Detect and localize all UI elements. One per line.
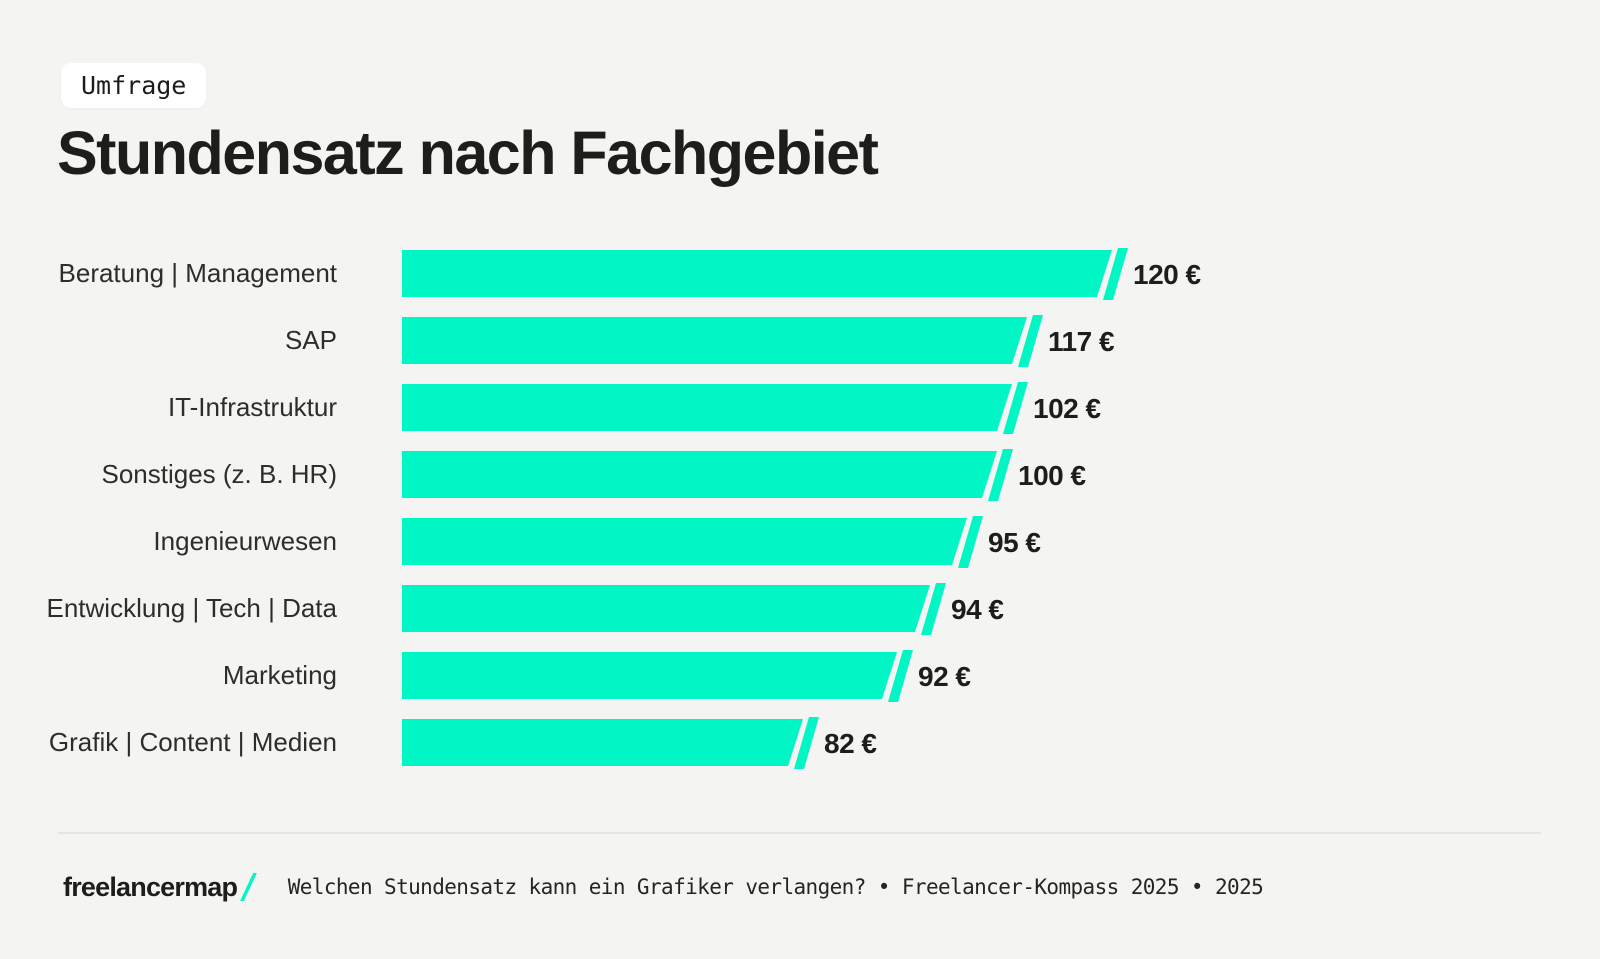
freelancermap-logo: freelancermap [63,871,238,902]
bar-label: Beratung | Management [58,258,337,288]
bar-row: IT-Infrastruktur 102 € [0,382,1600,434]
bar [402,317,1027,364]
bar-row: Marketing 92 € [0,650,1600,702]
bar-label: Entwicklung | Tech | Data [46,593,337,623]
bar-label: Grafik | Content | Medien [48,727,337,757]
umfrage-badge: Umfrage [61,63,207,108]
bar-value: 120 € [1133,259,1201,290]
bar-value: 100 € [1018,460,1086,491]
bar-value: 102 € [1033,393,1101,424]
bar-label: IT-Infrastruktur [167,392,337,422]
bar-value: 82 € [824,728,877,759]
bar-label: SAP [284,325,337,355]
logo-slash-icon: / [238,867,259,907]
bar [402,719,803,766]
bar [402,451,997,498]
bar [402,250,1112,297]
bar-value: 92 € [918,661,971,692]
bar [402,585,930,632]
bar-row: Beratung | Management 120 € [0,248,1600,300]
source-caption: Welchen Stundensatz kann ein Grafiker ve… [287,875,1264,899]
bar-value: 117 € [1048,326,1115,357]
bar [402,384,1012,431]
bar-row: Entwicklung | Tech | Data 94 € [0,583,1600,635]
bar-row: Sonstiges (z. B. HR) 100 € [0,449,1600,501]
bar-value: 95 € [988,527,1041,558]
page-title: Stundensatz nach Fachgebiet [57,119,879,187]
bar-label: Ingenieurwesen [153,526,337,556]
bar [402,652,897,699]
bar-label: Marketing [222,660,337,690]
bar-value: 94 € [951,594,1004,625]
bar-row: Grafik | Content | Medien 82 € [0,717,1600,769]
bar-chart: Beratung | Management 120 € SAP 117 € IT-Inf… [0,248,1600,770]
bar-row: Ingenieurwesen 95 € [0,516,1600,568]
bar-row: SAP 117 € [0,315,1600,367]
bar-label: Sonstiges (z. B. HR) [101,459,337,489]
footer: freelancermap / Welchen Stundensatz kann… [63,866,1264,908]
footer-divider [58,832,1541,834]
bar [402,518,967,565]
